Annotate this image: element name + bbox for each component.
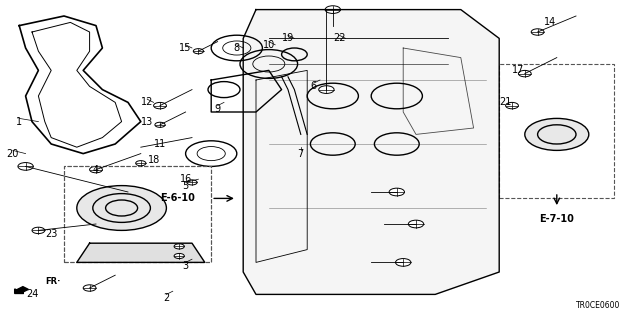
Text: 1: 1 (16, 116, 22, 127)
Text: E-6-10: E-6-10 (160, 193, 195, 204)
Text: 9: 9 (214, 104, 221, 114)
Bar (499, 64, 614, 198)
Circle shape (506, 102, 518, 109)
Circle shape (174, 244, 184, 249)
Text: 20: 20 (6, 148, 19, 159)
Text: FR·: FR· (45, 277, 60, 286)
Text: 19: 19 (282, 33, 294, 44)
Text: 7: 7 (298, 148, 304, 159)
Text: 12: 12 (141, 97, 154, 108)
Text: 8: 8 (234, 43, 240, 53)
Circle shape (174, 253, 184, 259)
Text: 23: 23 (45, 228, 58, 239)
Text: 3: 3 (182, 260, 189, 271)
FancyArrow shape (15, 287, 28, 293)
Circle shape (83, 285, 96, 291)
Text: 15: 15 (179, 43, 192, 53)
Text: 5: 5 (182, 180, 189, 191)
Polygon shape (77, 243, 205, 262)
Circle shape (77, 186, 166, 230)
Text: 2: 2 (163, 292, 170, 303)
Bar (64, 166, 211, 262)
Text: 17: 17 (512, 65, 525, 76)
Circle shape (32, 227, 45, 234)
Text: 16: 16 (179, 174, 192, 184)
Circle shape (396, 259, 411, 266)
Text: 4: 4 (93, 164, 99, 175)
Circle shape (90, 166, 102, 173)
Circle shape (518, 70, 531, 77)
Circle shape (193, 49, 204, 54)
Text: 13: 13 (141, 116, 154, 127)
Text: 22: 22 (333, 33, 346, 44)
Circle shape (408, 220, 424, 228)
Text: 24: 24 (26, 289, 38, 300)
Circle shape (155, 122, 165, 127)
Text: TR0CE0600: TR0CE0600 (577, 301, 621, 310)
Text: E-7-10: E-7-10 (540, 214, 574, 224)
Circle shape (525, 118, 589, 150)
Circle shape (18, 163, 33, 170)
Circle shape (319, 86, 334, 93)
Text: 10: 10 (262, 40, 275, 50)
Polygon shape (243, 10, 499, 294)
Circle shape (531, 29, 544, 35)
Text: 11: 11 (154, 139, 166, 149)
Circle shape (325, 6, 340, 13)
Circle shape (389, 188, 404, 196)
Text: 21: 21 (499, 97, 512, 108)
Text: 18: 18 (147, 155, 160, 165)
Text: 14: 14 (544, 17, 557, 28)
Circle shape (154, 102, 166, 109)
Circle shape (136, 161, 146, 166)
Bar (64, 166, 211, 262)
Text: 6: 6 (310, 81, 317, 92)
Circle shape (187, 180, 197, 185)
